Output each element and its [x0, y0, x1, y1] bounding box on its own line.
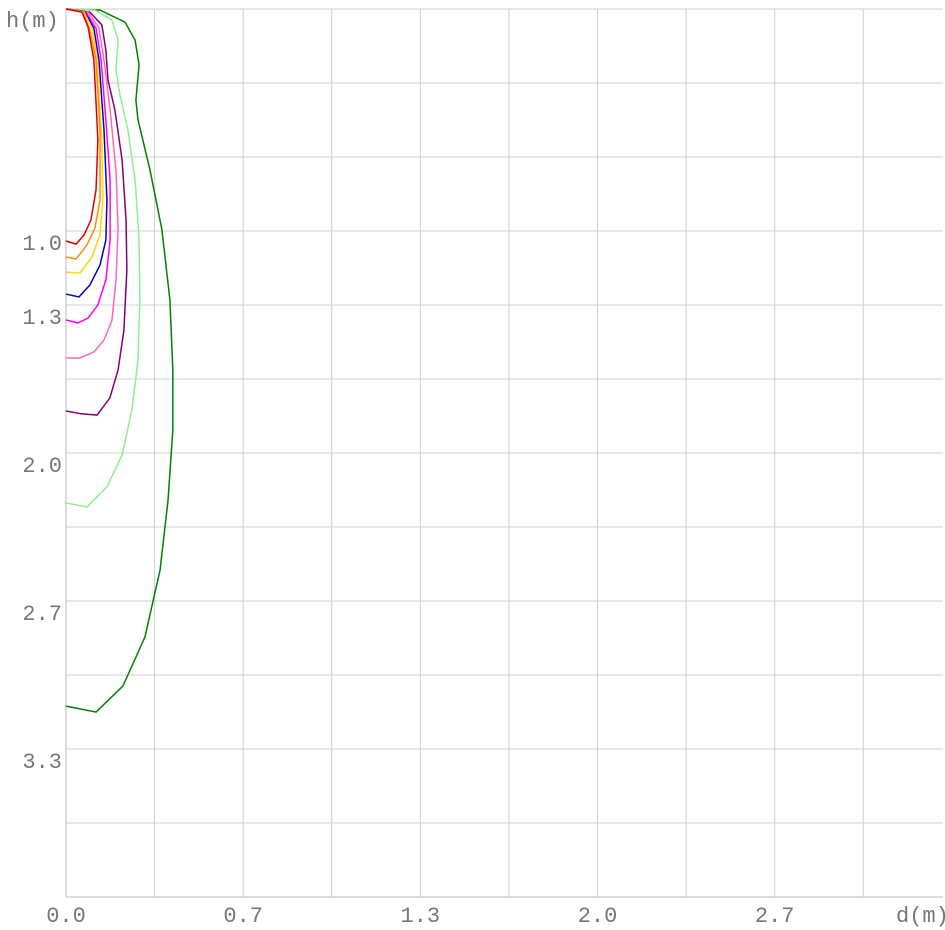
y-tick-label: 2.7: [22, 602, 62, 627]
x-tick-label: 1.3: [401, 904, 441, 929]
wetting-front-line: [65, 8, 141, 508]
wetting-front-line: [65, 8, 108, 298]
wetting-front-line: [65, 8, 111, 324]
y-tick-label: 2.0: [22, 454, 62, 479]
y-tick-label: 1.3: [22, 306, 62, 331]
wetting-front-line: [65, 8, 128, 416]
wetting-front-line: [65, 8, 174, 713]
wetting-front-line: [65, 8, 119, 359]
wetting-front-line: [65, 8, 99, 245]
x-axis-label: d(m): [896, 904, 945, 929]
x-tick-label: 0.0: [46, 904, 86, 929]
y-axis-label: h(m): [6, 9, 59, 34]
y-tick-label: 1.0: [22, 232, 62, 257]
x-tick-label: 2.0: [578, 904, 618, 929]
wetting-front-line: [65, 8, 104, 274]
y-tick-label: 3.3: [22, 750, 62, 775]
wetting-front-line: [65, 8, 101, 260]
x-tick-label: 0.7: [223, 904, 263, 929]
x-tick-label: 2.7: [755, 904, 795, 929]
